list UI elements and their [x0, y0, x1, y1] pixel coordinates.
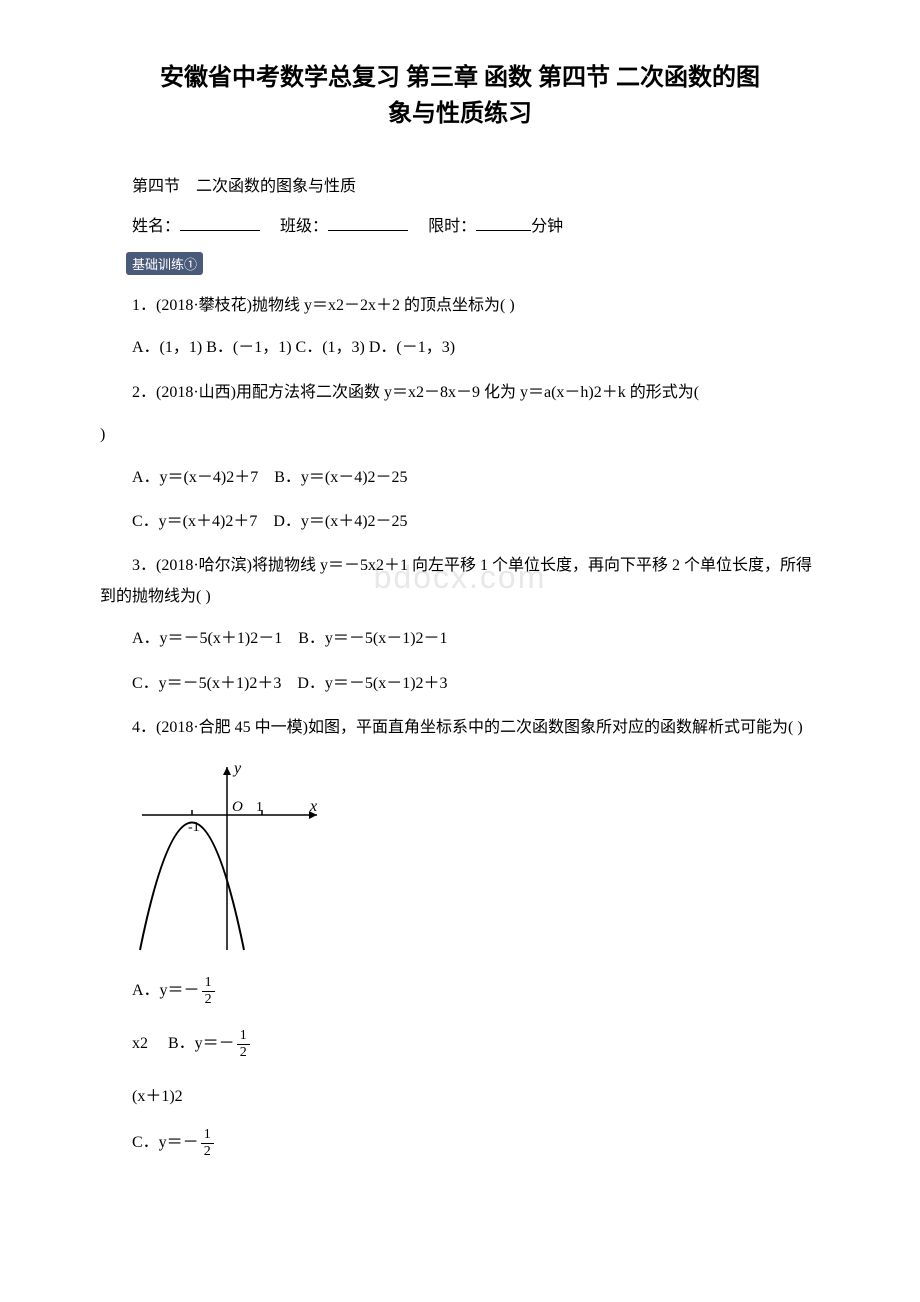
- option-a-prefix: A．y＝－: [132, 982, 200, 999]
- title-line-2: 象与性质练习: [388, 101, 532, 127]
- section-subtitle: 第四节 二次函数的图象与性质: [100, 172, 820, 196]
- question-3-options-cd: C．y＝－5(x＋1)2＋3 D．y＝－5(x－1)2＋3: [100, 669, 820, 699]
- option-b-fraction: 12: [237, 1029, 250, 1060]
- name-label: 姓名：: [132, 218, 180, 235]
- option-b-prefix: x2 B．y＝－: [132, 1035, 235, 1052]
- origin-label: O: [232, 799, 243, 815]
- document-title: 安徽省中考数学总复习 第三章 函数 第四节 二次函数的图 象与性质练习: [100, 60, 820, 132]
- basic-training-badge: 基础训练①: [126, 252, 203, 275]
- question-4-option-b-suffix: (x＋1)2: [100, 1082, 820, 1106]
- question-3-options-ab: A．y＝－5(x＋1)2－1 B．y＝－5(x－1)2－1: [100, 624, 820, 654]
- student-form-line: 姓名： 班级： 限时： 分钟: [100, 212, 820, 236]
- time-unit: 分钟: [531, 218, 563, 235]
- option-c-fraction: 12: [201, 1128, 214, 1159]
- question-2-options-ab: A．y＝(x－4)2＋7 B．y＝(x－4)2－25: [100, 463, 820, 493]
- option-c-prefix: C．y＝－: [132, 1134, 199, 1151]
- time-blank[interactable]: [476, 215, 531, 231]
- title-line-1: 安徽省中考数学总复习 第三章 函数 第四节 二次函数的图: [160, 65, 760, 91]
- question-4-option-c: C．y＝－12: [100, 1128, 820, 1159]
- question-4-option-a: A．y＝－12: [100, 976, 820, 1007]
- question-1-stem: 1．(2018·攀枝花)抛物线 y＝x2－2x＋2 的顶点坐标为( ): [100, 291, 820, 321]
- option-a-fraction: 12: [202, 976, 215, 1007]
- question-2-stem: 2．(2018·山西)用配方法将二次函数 y＝x2－8x－9 化为 y＝a(x－…: [100, 378, 820, 408]
- question-2-stem-part1: 2．(2018·山西)用配方法将二次函数 y＝x2－8x－9 化为 y＝a(x－…: [132, 384, 699, 401]
- question-3-stem: 3．(2018·哈尔滨)将抛物线 y＝－5x2＋1 向左平移 1 个单位长度，再…: [100, 551, 820, 612]
- name-blank[interactable]: [180, 215, 260, 231]
- parabola-graph: x y O -1 1: [132, 755, 820, 960]
- x-axis-label: x: [309, 798, 317, 815]
- y-axis-label: y: [232, 760, 242, 777]
- question-1-options: A．(1，1) B．(－1，1) C．(1，3) D．(－1，3): [100, 333, 820, 363]
- question-4-option-b: x2 B．y＝－12: [100, 1029, 820, 1060]
- class-label: 班级：: [280, 218, 328, 235]
- tick-positive-1: 1: [256, 800, 263, 815]
- question-4-stem: 4．(2018·合肥 45 中一模)如图，平面直角坐标系中的二次函数图象所对应的…: [100, 713, 820, 743]
- question-2-options-cd: C．y＝(x＋4)2＋7 D．y＝(x＋4)2－25: [100, 507, 820, 537]
- time-label: 限时：: [428, 218, 476, 235]
- class-blank[interactable]: [328, 215, 408, 231]
- question-2-stem-cont: ): [100, 420, 820, 450]
